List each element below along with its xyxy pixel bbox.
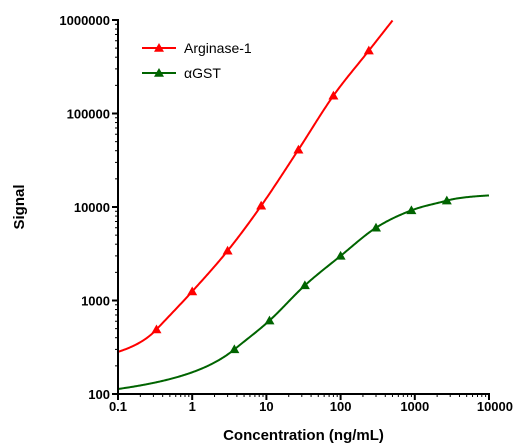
y-ticks: 100 1000 10000 100000 1000000 bbox=[59, 13, 118, 402]
data-point bbox=[222, 245, 233, 255]
data-point bbox=[371, 222, 382, 232]
data-point bbox=[406, 205, 417, 215]
series-line-0 bbox=[117, 19, 394, 353]
x-tick-label: 10000 bbox=[477, 399, 513, 414]
x-tick-label: 10 bbox=[259, 399, 273, 414]
legend: Arginase-1 αGST bbox=[142, 40, 252, 81]
x-axis-title: Concentration (ng/mL) bbox=[223, 427, 384, 444]
data-point bbox=[441, 195, 452, 205]
legend-label-1: αGST bbox=[184, 65, 221, 81]
data-point bbox=[299, 280, 310, 290]
data-point bbox=[264, 315, 275, 325]
axes bbox=[117, 19, 490, 395]
data-point bbox=[363, 45, 374, 55]
x-tick-label: 100 bbox=[330, 399, 352, 414]
x-tick-label: 1 bbox=[189, 399, 196, 414]
data-point bbox=[229, 344, 240, 354]
x-ticks: 0.1 1 10 100 1000 10000 bbox=[109, 394, 513, 414]
data-point bbox=[335, 250, 346, 260]
y-axis-title: Signal bbox=[11, 184, 28, 229]
data-point bbox=[187, 286, 198, 296]
y-tick-label: 1000 bbox=[81, 294, 110, 309]
y-tick-label: 10000 bbox=[74, 200, 110, 215]
legend-marker-0 bbox=[154, 43, 164, 52]
x-tick-label: 0.1 bbox=[109, 399, 127, 414]
y-tick-label: 100000 bbox=[67, 107, 110, 122]
plot-lines bbox=[117, 19, 490, 390]
data-point bbox=[293, 144, 304, 154]
legend-marker-1 bbox=[154, 68, 164, 77]
data-point bbox=[328, 90, 339, 100]
y-tick-label: 100 bbox=[88, 387, 110, 402]
x-tick-label: 1000 bbox=[400, 399, 429, 414]
data-point bbox=[151, 324, 162, 334]
legend-label-0: Arginase-1 bbox=[184, 40, 252, 56]
data-point bbox=[256, 200, 267, 210]
y-tick-label: 1000000 bbox=[59, 13, 110, 28]
plot-markers bbox=[151, 45, 452, 354]
series-line-1 bbox=[117, 194, 490, 390]
